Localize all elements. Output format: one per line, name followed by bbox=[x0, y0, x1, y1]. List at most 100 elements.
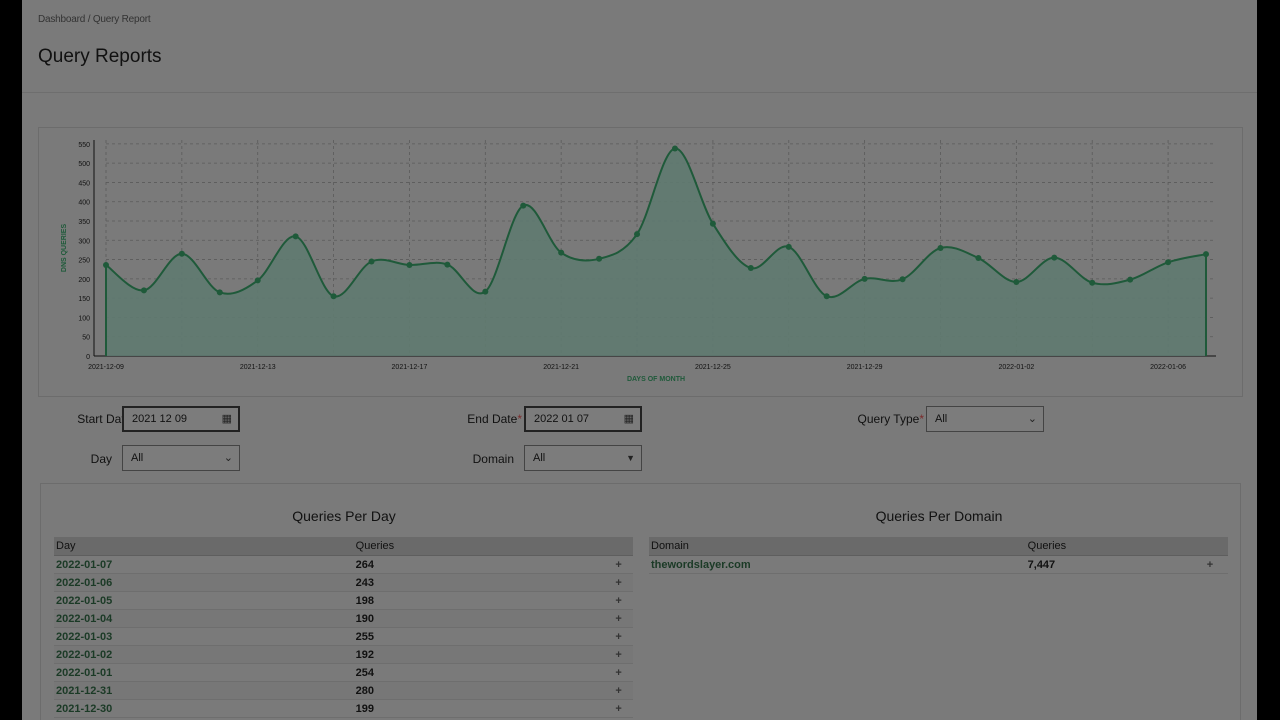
chart-card: 0 50 100 150 200 250 300 350 400 450 500 550 2021-12… bbox=[38, 127, 1243, 397]
start-date-value: 2021 12 09 bbox=[132, 413, 188, 425]
plus-icon[interactable]: + bbox=[604, 591, 633, 610]
y-tick-label: 150 bbox=[78, 296, 90, 303]
per-domain-body: thewordslayer.com 7,447 + bbox=[649, 555, 1228, 574]
plus-icon[interactable]: + bbox=[604, 663, 633, 682]
domain-select[interactable]: All ▼ bbox=[524, 445, 642, 471]
data-point bbox=[747, 265, 754, 272]
column-header-domain[interactable]: Domain bbox=[649, 537, 1026, 556]
x-tick-label: 2021-12-25 bbox=[695, 364, 731, 371]
domain-value: All bbox=[533, 452, 546, 464]
per-day-table: Day Queries 2022-01-07 264 +2022-01-06 243 +… bbox=[54, 537, 633, 718]
data-point bbox=[368, 258, 375, 265]
day-link[interactable]: 2022-01-06 bbox=[54, 573, 354, 592]
caret-down-icon: ▼ bbox=[626, 453, 635, 463]
day-link[interactable]: 2021-12-31 bbox=[54, 681, 354, 700]
data-point bbox=[103, 261, 109, 268]
query-count: 243 bbox=[353, 573, 605, 592]
table-row: 2022-01-02 192 + bbox=[54, 645, 633, 664]
x-tick-label: 2021-12-13 bbox=[240, 364, 276, 371]
y-tick-label: 500 bbox=[78, 161, 90, 168]
query-type-label-text: Query Type bbox=[857, 412, 920, 426]
data-point bbox=[671, 145, 678, 152]
plus-icon[interactable]: + bbox=[604, 627, 633, 646]
app-window: Dashboard / Query Report Query Reports 0… bbox=[22, 0, 1257, 720]
table-row: 2022-01-06 243 + bbox=[54, 573, 633, 592]
day-link[interactable]: 2022-01-03 bbox=[54, 627, 354, 646]
table-row: 2022-01-03 255 + bbox=[54, 627, 633, 646]
day-link[interactable]: 2022-01-04 bbox=[54, 609, 354, 628]
data-point bbox=[1089, 279, 1096, 286]
query-count: 190 bbox=[353, 609, 605, 628]
plus-icon[interactable]: + bbox=[1191, 555, 1228, 574]
day-label: Day bbox=[90, 452, 112, 466]
per-domain-header-row: Domain Queries bbox=[649, 537, 1228, 556]
data-point bbox=[406, 261, 413, 268]
calendar-icon[interactable]: ▦ bbox=[221, 413, 232, 425]
query-count: 255 bbox=[353, 627, 605, 646]
table-row: 2022-01-04 190 + bbox=[54, 609, 633, 628]
query-count: 280 bbox=[353, 681, 605, 700]
y-tick-label: 100 bbox=[78, 315, 90, 322]
data-point bbox=[216, 289, 223, 296]
start-date-input[interactable]: 2021 12 09 ▦ bbox=[122, 406, 240, 432]
day-link[interactable]: 2022-01-05 bbox=[54, 591, 354, 610]
y-tick-label: 450 bbox=[78, 180, 90, 187]
plus-icon[interactable]: + bbox=[604, 555, 633, 574]
plus-icon[interactable]: + bbox=[604, 681, 633, 700]
x-tick-label: 2021-12-17 bbox=[392, 364, 428, 371]
start-date-label-text: Start Date bbox=[77, 412, 132, 426]
data-point bbox=[254, 277, 261, 284]
data-point bbox=[444, 261, 451, 268]
column-header-queries[interactable]: Queries bbox=[1025, 537, 1192, 556]
x-tick-label: 2021-12-21 bbox=[543, 364, 579, 371]
required-mark: * bbox=[517, 412, 522, 426]
data-point bbox=[482, 288, 489, 295]
data-point bbox=[899, 276, 906, 283]
domain-label: Domain bbox=[472, 452, 514, 466]
data-point bbox=[634, 231, 641, 238]
end-date-input[interactable]: 2022 01 07 ▦ bbox=[524, 406, 642, 432]
day-link[interactable]: 2022-01-07 bbox=[54, 555, 354, 574]
data-point bbox=[1051, 254, 1058, 261]
calendar-icon[interactable]: ▦ bbox=[623, 413, 634, 425]
x-tick-label: 2021-12-09 bbox=[88, 364, 124, 371]
table-row: 2022-01-07 264 + bbox=[54, 555, 633, 574]
data-point bbox=[861, 275, 868, 282]
day-link[interactable]: 2021-12-30 bbox=[54, 699, 354, 718]
data-point bbox=[140, 287, 147, 294]
end-date-value: 2022 01 07 bbox=[534, 413, 590, 425]
data-point bbox=[558, 249, 565, 256]
day-link[interactable]: 2022-01-01 bbox=[54, 663, 354, 682]
column-header-queries[interactable]: Queries bbox=[353, 537, 605, 556]
y-tick-label: 200 bbox=[78, 277, 90, 284]
domain-link[interactable]: thewordslayer.com bbox=[649, 555, 1026, 574]
per-day-body: 2022-01-07 264 +2022-01-06 243 +2022-01-05 19… bbox=[54, 555, 633, 718]
end-date-label-text: End Date bbox=[467, 412, 518, 426]
table-row: 2021-12-30 199 + bbox=[54, 699, 633, 718]
data-point bbox=[178, 250, 185, 257]
table-row: thewordslayer.com 7,447 + bbox=[649, 555, 1228, 574]
column-header-day[interactable]: Day bbox=[54, 537, 354, 556]
plus-icon[interactable]: + bbox=[604, 609, 633, 628]
plus-icon[interactable]: + bbox=[604, 699, 633, 718]
breadcrumb[interactable]: Dashboard / Query Report bbox=[38, 14, 151, 25]
plus-icon[interactable]: + bbox=[604, 573, 633, 592]
y-tick-label: 300 bbox=[78, 238, 90, 245]
plus-icon[interactable]: + bbox=[604, 645, 633, 664]
column-header-actions bbox=[1191, 537, 1228, 556]
y-tick-label: 250 bbox=[78, 258, 90, 265]
query-type-label: Query Type* bbox=[822, 412, 924, 426]
day-link[interactable]: 2022-01-02 bbox=[54, 645, 354, 664]
y-tick-label: 50 bbox=[82, 335, 90, 342]
query-type-select[interactable]: All ⌄ bbox=[926, 406, 1044, 432]
query-chart: 0 50 100 150 200 250 300 350 400 450 500 550 2021-12… bbox=[61, 140, 1216, 383]
per-day-title: Queries Per Day bbox=[292, 508, 396, 524]
y-tick-label: 350 bbox=[78, 219, 90, 226]
data-point bbox=[785, 243, 792, 250]
day-select[interactable]: All ⌄ bbox=[122, 445, 240, 471]
tables-card: Queries Per Day Day Queries 2022-01-07 26… bbox=[40, 483, 1241, 720]
per-domain-table: Domain Queries thewordslayer.com 7,447 + bbox=[649, 537, 1228, 574]
y-tick-label: 550 bbox=[78, 142, 90, 149]
data-point bbox=[292, 233, 299, 240]
y-axis-title: DNS QUERIES bbox=[61, 224, 68, 273]
